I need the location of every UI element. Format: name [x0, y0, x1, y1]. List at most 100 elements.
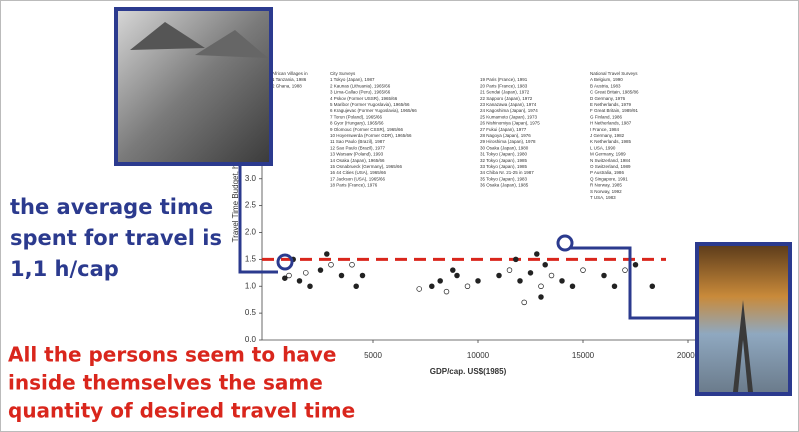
- note-line: 2 Ghana, 1988: [272, 83, 302, 88]
- note-line: 16 44 Cities (USA), 1965/66: [330, 170, 387, 175]
- note-line: 17 Jackson (USA), 1965/66: [330, 176, 386, 181]
- point: [455, 273, 460, 278]
- red-text: inside themselves the same: [8, 371, 323, 395]
- point: [360, 273, 365, 278]
- note-line: 34 Chiba Nr. 21-25 in 1987: [480, 170, 534, 175]
- note-line: 26 Nishinomiya (Japan), 1975: [480, 121, 540, 126]
- note-title: City Surveys: [330, 71, 356, 76]
- note-line: 31 Tokyo (Japan), 1980: [480, 152, 527, 157]
- point: [581, 268, 586, 273]
- note-line: 13 Warsaw (Poland), 1993: [330, 152, 384, 157]
- note-line: N Switzerland, 1984: [590, 158, 631, 163]
- note-line: 3 Lima-Callao (Peru), 1965/66: [330, 90, 391, 95]
- note-line: 5 Maribor (Former Yugoslavia), 1965/66: [330, 102, 410, 107]
- point: [497, 273, 502, 278]
- note-line: K Netherlands, 1985: [590, 139, 632, 144]
- note-line: 7 Torun (Poland), 1965/66: [330, 114, 382, 119]
- point: [528, 270, 533, 275]
- note-line: 27 Fukui (Japan), 1977: [480, 127, 527, 132]
- note-line: 30 Osaka (Japan), 1980: [480, 145, 529, 150]
- y-tick-label: 3.0: [245, 174, 257, 183]
- point: [438, 278, 443, 283]
- point: [297, 278, 302, 283]
- point: [560, 278, 565, 283]
- point: [539, 284, 544, 289]
- y-tick-label: 1.5: [245, 254, 257, 263]
- note-line: T USA, 1983: [590, 195, 616, 200]
- point: [444, 289, 449, 294]
- y-tick-label: 2.0: [245, 228, 257, 237]
- y-tick-label: 1.0: [245, 281, 257, 290]
- point: [549, 273, 554, 278]
- note-line: 1 Tokyo (Japan), 1987: [330, 77, 375, 82]
- note-line: 19 Paris (France), 1991: [480, 77, 528, 82]
- note-line: 21 Sendai (Japan), 1972: [480, 90, 530, 95]
- note-line: G Finland, 1986: [590, 114, 623, 119]
- note-line: B Austria, 1983: [590, 83, 621, 88]
- point: [570, 284, 575, 289]
- note-line: Q Singapore, 1991: [590, 176, 628, 181]
- note-line: E Netherlands, 1979: [590, 102, 632, 107]
- point: [633, 262, 638, 267]
- note-line: 33 Tokyo (Japan), 1985: [480, 164, 527, 169]
- note-title: African Villages in: [272, 71, 308, 76]
- note-line: 22 Sapporo (Japan), 1972: [480, 96, 533, 101]
- red-text: All the persons seem to have: [8, 343, 336, 367]
- note-line: J Germany, 1982: [590, 133, 625, 138]
- point: [534, 252, 539, 257]
- note-line: P Australia, 1986: [590, 170, 624, 175]
- note-line: 4 Pskov (Former USSR), 1965/66: [330, 96, 398, 101]
- x-axis-label: GDP/cap. US$(1985): [430, 367, 507, 376]
- y-tick-label: 2.5: [245, 201, 257, 210]
- note-line: S Norway, 1992: [590, 189, 622, 194]
- point: [507, 268, 512, 273]
- slide: 0.00.51.01.52.02.53.03.55000100001500020…: [0, 0, 799, 432]
- red-text: quantity of desired travel time: [8, 399, 355, 423]
- point: [522, 300, 527, 305]
- note-line: 36 Osaka (Japan), 1985: [480, 183, 529, 188]
- note-line: M Germany, 1989: [590, 152, 626, 157]
- note-line: 1 Tanzania, 1986: [272, 77, 307, 82]
- note-line: I France, 1984: [590, 127, 620, 132]
- point: [308, 284, 313, 289]
- point: [339, 273, 344, 278]
- note-line: 15 Osnabrueck (Germany), 1965/66: [330, 164, 403, 169]
- x-tick-label: 5000: [364, 351, 382, 360]
- note-line: 25 Kumamoto (Japan), 1973: [480, 114, 538, 119]
- point: [318, 268, 323, 273]
- y-tick-label: 0.5: [245, 308, 257, 317]
- note-line: 9 Olomouc (Former CSSR), 1965/66: [330, 127, 404, 132]
- note-line: 18 Paris (France), 1976: [330, 183, 378, 188]
- note-line: 24 Kagoshima (Japan), 1974: [480, 108, 538, 113]
- point: [329, 262, 334, 267]
- point: [623, 268, 628, 273]
- point: [429, 284, 434, 289]
- note-line: 20 Paris (France), 1983: [480, 83, 528, 88]
- point: [287, 273, 292, 278]
- point: [650, 284, 655, 289]
- note-line: 12 Sao Paulo (Brazil), 1977: [330, 145, 386, 150]
- note-line: O Switzerland, 1989: [590, 164, 631, 169]
- x-tick-label: 15000: [572, 351, 595, 360]
- note-line: 23 Kanazawa (Japan), 1974: [480, 102, 537, 107]
- note-line: 8 Gyor (Hungary), 1965/66: [330, 121, 384, 126]
- point: [513, 257, 518, 262]
- point: [354, 284, 359, 289]
- note-title: National Travel Surveys: [590, 71, 638, 76]
- point: [543, 262, 548, 267]
- note-line: C Great Britain, 1985/86: [590, 90, 639, 95]
- point: [518, 278, 523, 283]
- note-line: 6 Kragujevac (Former Yugoslavia), 1965/6…: [330, 108, 417, 113]
- note-line: 29 Hiroshima (Japan), 1978: [480, 139, 536, 144]
- note-line: H Netherlands, 1987: [590, 121, 632, 126]
- note-line: A Belgium, 1990: [590, 77, 623, 82]
- note-line: F Great Britain, 1989/91: [590, 108, 639, 113]
- note-line: 11 Sao Paulo (Brazil), 1987: [330, 139, 385, 144]
- point: [450, 268, 455, 273]
- point: [324, 252, 329, 257]
- note-line: 10 Hoyerswerda (Former GDR), 1965/66: [330, 133, 412, 138]
- note-line: 32 Tokyo (Japan), 1985: [480, 158, 527, 163]
- note-line: D Germany, 1976: [590, 96, 626, 101]
- point: [303, 270, 308, 275]
- blue-text: the average time: [10, 195, 213, 219]
